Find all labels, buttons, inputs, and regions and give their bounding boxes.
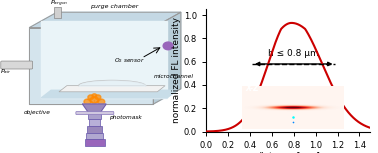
Bar	[87, 126, 102, 133]
Circle shape	[84, 99, 91, 104]
Text: photomask: photomask	[109, 115, 142, 120]
X-axis label: distance[μm]: distance[μm]	[256, 152, 321, 153]
Circle shape	[88, 95, 94, 99]
Bar	[54, 7, 61, 18]
Polygon shape	[153, 12, 181, 104]
Text: $P_{air}$: $P_{air}$	[0, 67, 12, 76]
Bar	[88, 112, 101, 119]
Text: h ≤ 0.8 μm: h ≤ 0.8 μm	[268, 49, 319, 58]
Circle shape	[95, 95, 101, 99]
Text: microchannel: microchannel	[153, 74, 193, 79]
Polygon shape	[41, 90, 177, 98]
Text: $P_{argon}$: $P_{argon}$	[50, 0, 68, 9]
Y-axis label: normalized FL intensity: normalized FL intensity	[172, 17, 181, 123]
Polygon shape	[59, 86, 165, 92]
Polygon shape	[29, 28, 153, 104]
Text: objective: objective	[23, 110, 50, 115]
FancyBboxPatch shape	[76, 112, 114, 115]
Circle shape	[92, 94, 97, 97]
Circle shape	[163, 42, 173, 50]
Polygon shape	[82, 104, 106, 112]
Bar	[87, 133, 103, 139]
Bar	[79, 112, 111, 113]
FancyBboxPatch shape	[1, 61, 33, 69]
Circle shape	[98, 99, 105, 104]
Bar	[90, 119, 100, 126]
Text: purge chamber: purge chamber	[90, 4, 138, 9]
Text: $O_2$ sensor: $O_2$ sensor	[114, 56, 145, 65]
Polygon shape	[41, 21, 167, 98]
Bar	[85, 139, 105, 146]
Circle shape	[90, 97, 99, 104]
Polygon shape	[29, 12, 181, 28]
